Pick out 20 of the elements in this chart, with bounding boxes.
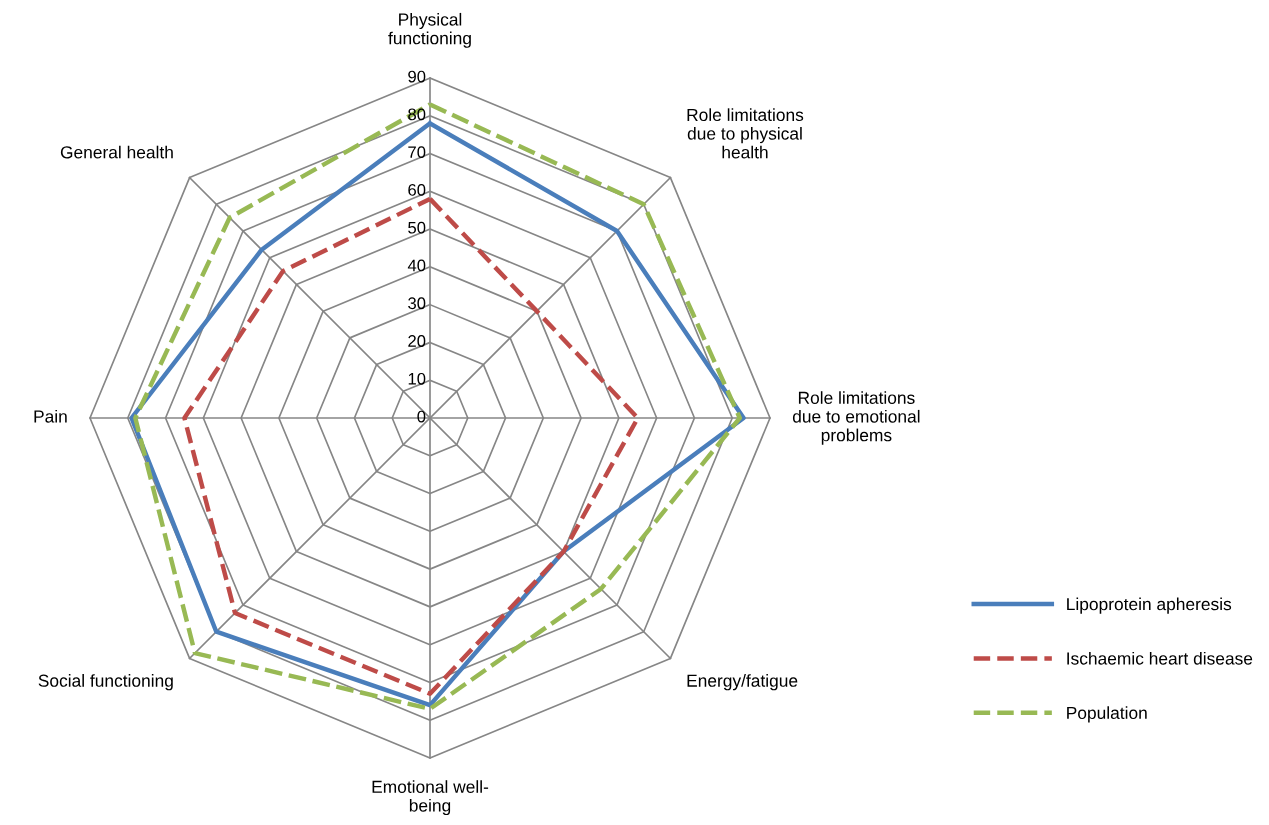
y-tick-label: 60 bbox=[408, 184, 426, 196]
spoke-label: Energy/fatigue bbox=[687, 674, 798, 691]
y-tick-label: 30 bbox=[408, 297, 426, 310]
y-tick-label: 0 bbox=[417, 410, 426, 423]
y-tick-label: 70 bbox=[408, 146, 426, 159]
spoke-label: General health bbox=[60, 145, 173, 159]
y-tick-label: 10 bbox=[408, 372, 426, 385]
spoke-label: Social functioning bbox=[38, 674, 173, 691]
spoke-label: Role limitations due to emotional problems bbox=[792, 391, 920, 445]
legend-label: Population bbox=[1067, 706, 1147, 723]
y-tick-label: 40 bbox=[407, 259, 426, 272]
spoke-label: Physical functioning bbox=[388, 12, 471, 48]
y-tick-label: 90 bbox=[408, 70, 426, 83]
legend-label: Lipoprotein apheresis bbox=[1067, 597, 1232, 614]
y-tick-label: 20 bbox=[408, 335, 426, 347]
spoke-label: Emotional well- being bbox=[372, 780, 489, 816]
legend-label: Ischaemic heart disease bbox=[1067, 651, 1253, 665]
y-tick-label: 50 bbox=[408, 221, 426, 234]
spoke-label: Role limitations due to physical health bbox=[687, 108, 804, 159]
spoke-label: Pain bbox=[34, 409, 67, 423]
